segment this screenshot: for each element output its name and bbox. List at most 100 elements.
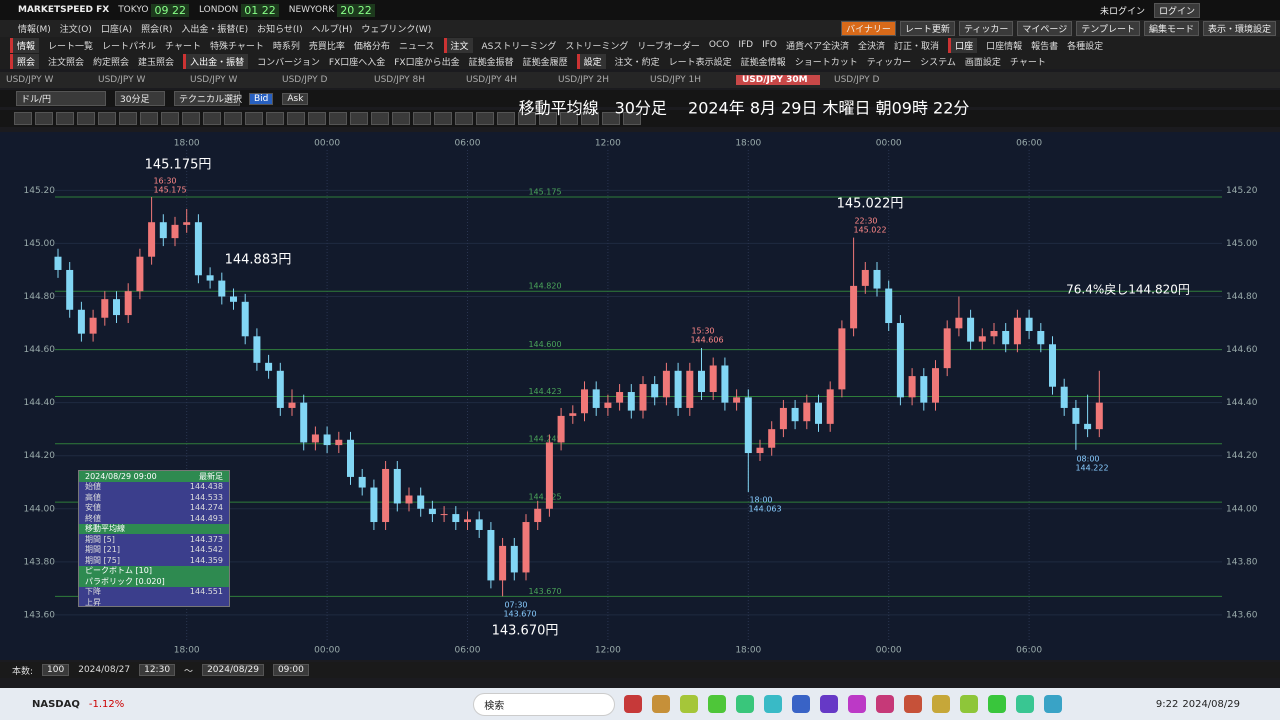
tool-button[interactable] <box>518 112 536 125</box>
chart-tab[interactable]: USD/JPY 2H <box>558 75 609 85</box>
menu-item[interactable]: 照会(R) <box>141 25 173 35</box>
app-icon[interactable] <box>820 695 839 713</box>
toolbar-item[interactable]: 注文照会 <box>48 57 85 68</box>
tool-button[interactable] <box>308 112 326 125</box>
app-icon[interactable] <box>932 695 951 713</box>
tool-button[interactable] <box>14 112 32 125</box>
tool-button[interactable] <box>98 112 116 125</box>
tool-button[interactable] <box>119 112 137 125</box>
toolbar-item[interactable]: ストリーミング <box>565 41 629 52</box>
tool-button[interactable] <box>56 112 74 125</box>
toolbar-item[interactable]: 証拠金履歴 <box>522 57 568 68</box>
control-pair[interactable]: ドル/円 <box>16 91 106 106</box>
toolbar-item[interactable]: 時系列 <box>272 41 300 52</box>
toolbar-item[interactable]: 証拠金振替 <box>468 57 514 68</box>
tool-button[interactable] <box>392 112 410 125</box>
tool-button[interactable] <box>203 112 221 125</box>
control-bid[interactable]: Bid <box>249 92 274 105</box>
toolbar-item[interactable]: 注文・約定 <box>614 57 660 68</box>
login-button[interactable]: ログイン <box>1153 2 1200 18</box>
tool-button[interactable] <box>581 112 599 125</box>
tool-button[interactable] <box>287 112 305 125</box>
chart-tab[interactable]: USD/JPY W <box>98 75 146 85</box>
chart-tab[interactable]: USD/JPY 4H <box>466 75 517 85</box>
menu-button[interactable]: 表示・環境設定 <box>1202 21 1276 36</box>
menu-button[interactable]: レート更新 <box>899 21 955 36</box>
chart-tab[interactable]: USD/JPY 1H <box>650 75 701 85</box>
chart-tab[interactable]: USD/JPY 8H <box>374 75 425 85</box>
toolbar-item[interactable]: IFD <box>738 40 754 50</box>
tool-button[interactable] <box>350 112 368 125</box>
range-count[interactable]: 100 <box>42 664 70 676</box>
group-head[interactable]: 注文 <box>443 37 473 53</box>
toolbar-item[interactable]: ショートカット <box>794 57 858 68</box>
toolbar-item[interactable]: 証拠金情報 <box>740 57 786 68</box>
group-head[interactable]: 設定 <box>576 53 606 69</box>
tool-button[interactable] <box>35 112 53 125</box>
tool-button[interactable] <box>182 112 200 125</box>
chart-tab[interactable]: USD/JPY 30M <box>736 75 820 85</box>
control-ask[interactable]: Ask <box>282 92 309 105</box>
toolbar-item[interactable]: 口座情報 <box>986 41 1023 52</box>
range-to-date[interactable]: 2024/08/29 <box>202 664 264 676</box>
toolbar-item[interactable]: 画面設定 <box>964 57 1001 68</box>
toolbar-item[interactable]: 全決済 <box>858 41 886 52</box>
tool-button[interactable] <box>560 112 578 125</box>
search-box[interactable]: 検索 <box>473 692 616 716</box>
menu-item[interactable]: 注文(O) <box>59 25 92 35</box>
app-icon[interactable] <box>904 695 923 713</box>
toolbar-item[interactable]: 約定照会 <box>93 57 130 68</box>
tool-button[interactable] <box>224 112 242 125</box>
chart-tab[interactable]: USD/JPY W <box>190 75 238 85</box>
control-technical[interactable]: テクニカル選択 <box>174 91 242 106</box>
tool-button[interactable] <box>77 112 95 125</box>
app-icon[interactable] <box>624 695 643 713</box>
app-icon[interactable] <box>848 695 867 713</box>
toolbar-item[interactable]: ASストリーミング <box>481 41 557 52</box>
tool-button[interactable] <box>245 112 263 125</box>
group-head[interactable]: 照会 <box>10 53 40 69</box>
group-head[interactable]: 口座 <box>948 37 978 53</box>
menu-item[interactable]: ウェブリンク(W) <box>361 25 432 35</box>
chart-tab[interactable]: USD/JPY W <box>6 75 54 85</box>
app-icon[interactable] <box>960 695 979 713</box>
toolbar-item[interactable]: 通貨ペア全決済 <box>786 41 850 52</box>
toolbar-item[interactable]: 訂正・取消 <box>894 41 940 52</box>
toolbar-item[interactable]: チャート <box>165 41 201 52</box>
app-icon[interactable] <box>708 695 727 713</box>
toolbar-item[interactable]: FX口座へ入金 <box>328 57 386 68</box>
toolbar-item[interactable]: レート表示設定 <box>668 57 732 68</box>
menu-button[interactable]: テンプレート <box>1076 21 1140 36</box>
app-icon[interactable] <box>792 695 811 713</box>
group-head[interactable]: 情報 <box>10 37 40 53</box>
tool-button[interactable] <box>602 112 620 125</box>
menu-item[interactable]: 口座(A) <box>100 25 133 35</box>
menu-item[interactable]: 情報(M) <box>18 25 51 35</box>
toolbar-item[interactable]: 価格分布 <box>353 41 390 52</box>
menu-item[interactable]: 入出金・振替(E) <box>181 25 249 35</box>
chart-tab[interactable]: USD/JPY D <box>834 75 880 85</box>
app-icon[interactable] <box>680 695 699 713</box>
toolbar-item[interactable]: 売買比率 <box>308 41 345 52</box>
menu-item[interactable]: ヘルプ(H) <box>311 25 353 35</box>
app-icon[interactable] <box>876 695 895 713</box>
group-head[interactable]: 入出金・振替 <box>183 53 249 69</box>
toolbar-item[interactable]: OCO <box>708 40 730 50</box>
menu-button[interactable]: バイナリー <box>841 21 896 36</box>
range-from-time[interactable]: 12:30 <box>139 664 176 676</box>
menu-item[interactable]: お知らせ(I) <box>257 25 303 35</box>
app-icon[interactable] <box>736 695 755 713</box>
toolbar-item[interactable]: 特殊チャート <box>209 41 264 52</box>
tool-button[interactable] <box>497 112 515 125</box>
app-icon[interactable] <box>1044 695 1063 713</box>
range-from-date[interactable]: 2024/08/27 <box>78 665 131 675</box>
tool-button[interactable] <box>371 112 389 125</box>
chart-tab[interactable]: USD/JPY D <box>282 75 328 85</box>
toolbar-item[interactable]: レート一覧 <box>48 41 94 52</box>
tool-button[interactable] <box>623 112 641 125</box>
tool-button[interactable] <box>413 112 431 125</box>
toolbar-item[interactable]: レートパネル <box>102 41 157 52</box>
toolbar-item[interactable]: FX口座から出金 <box>394 57 460 68</box>
tool-button[interactable] <box>455 112 473 125</box>
menu-button[interactable]: ティッカー <box>958 21 1014 36</box>
